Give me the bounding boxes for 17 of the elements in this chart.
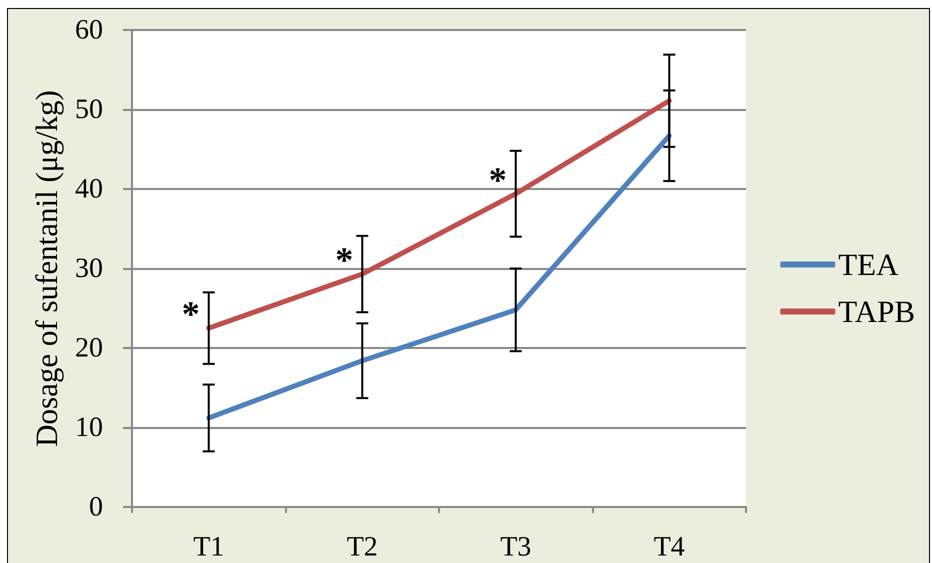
legend-label: TEA (838, 247, 900, 282)
y-axis-title: Dosage of sufentanil (μg/kg) (29, 90, 64, 447)
y-tick-label: 20 (75, 332, 103, 364)
x-tick-label: T2 (346, 532, 378, 562)
y-tick-label: 30 (75, 253, 103, 284)
y-tick-label: 40 (75, 174, 103, 204)
x-tick-label: T4 (654, 532, 685, 562)
annotation: * (335, 240, 354, 280)
x-tick-label: T1 (193, 532, 224, 562)
y-tick-label: 10 (75, 412, 103, 443)
y-tick-label: 60 (75, 14, 103, 46)
y-tick-label: 50 (75, 94, 103, 125)
x-tick-label: T3 (500, 532, 532, 562)
annotation: * (182, 294, 200, 334)
y-tick-label: 0 (89, 492, 103, 522)
legend-label: TAPB (838, 294, 916, 329)
annotation: * (488, 160, 507, 200)
